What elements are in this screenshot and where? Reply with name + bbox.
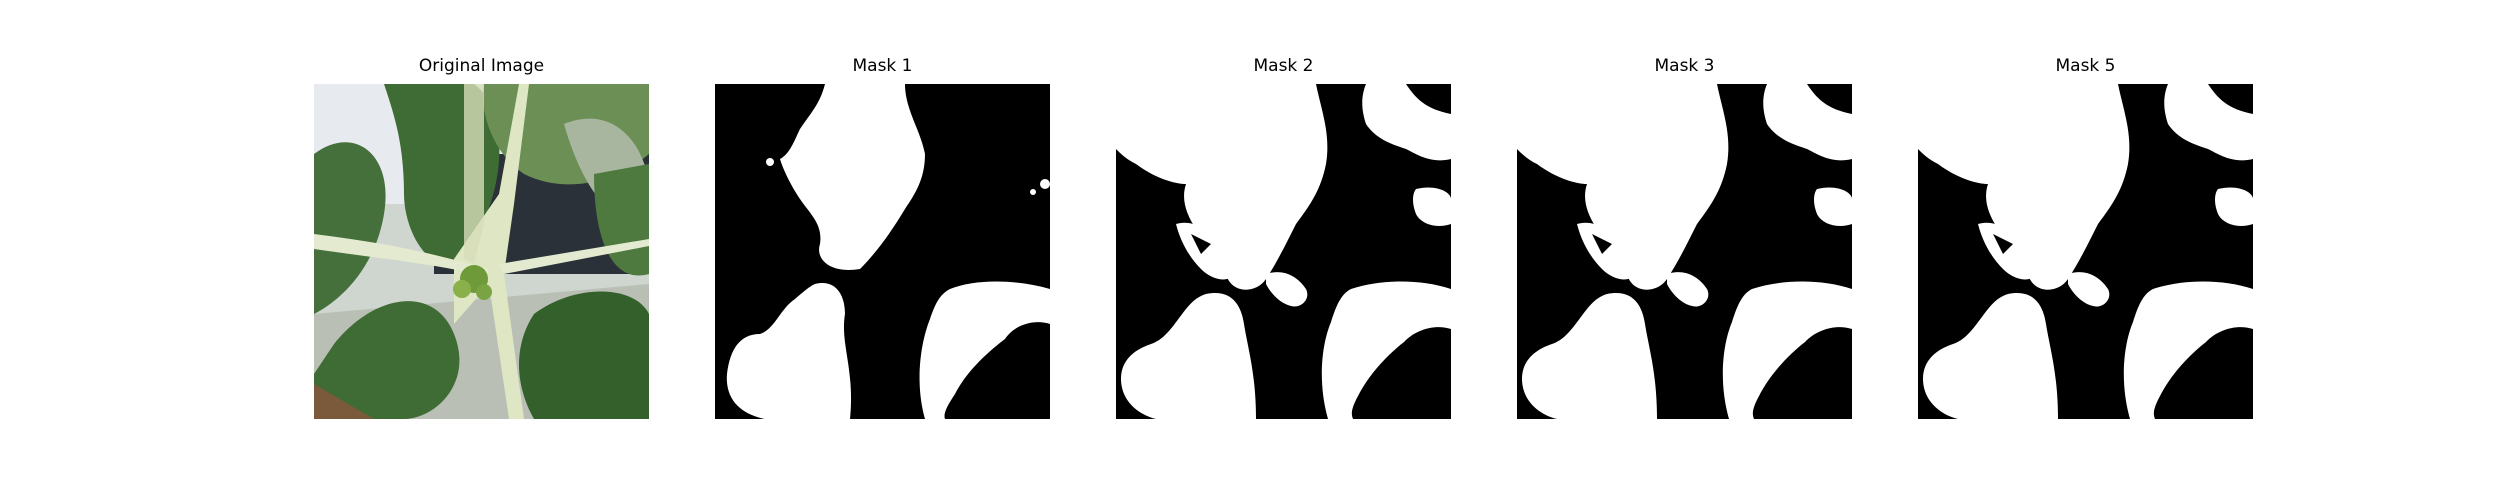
original-image: [314, 84, 649, 419]
panel-title: Mask 5: [2055, 56, 2116, 76]
mask-image: [715, 84, 1050, 419]
panel-title: Mask 3: [1654, 56, 1715, 76]
mask-2-image: [1116, 84, 1451, 419]
plant-photo: [314, 84, 649, 419]
panel-title: Mask 2: [1253, 56, 1314, 76]
mask-3-image: [1517, 84, 1852, 419]
panel-title: Mask 1: [852, 56, 913, 76]
mask-image: [1918, 84, 2253, 419]
mask-image: [1517, 84, 1852, 419]
mask-5-image: [1918, 84, 2253, 419]
panel-title: Original Image: [418, 56, 545, 76]
mask-1-image: [715, 84, 1050, 419]
mask-image: [1116, 84, 1451, 419]
